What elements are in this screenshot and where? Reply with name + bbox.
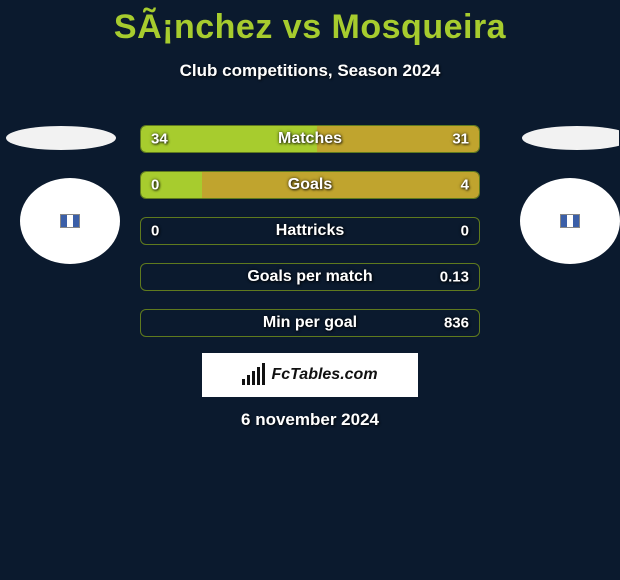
stat-bar: 0.13 Goals per match bbox=[140, 263, 480, 291]
stat-value-right: 31 bbox=[452, 131, 469, 148]
player2-crest-shadow bbox=[522, 126, 620, 150]
stat-bar: 34 31 Matches bbox=[140, 125, 480, 153]
stat-label: Hattricks bbox=[276, 222, 344, 240]
player2-name: Mosqueira bbox=[332, 8, 507, 46]
stat-bar: 0 4 Goals bbox=[140, 171, 480, 199]
stat-label: Matches bbox=[278, 130, 342, 148]
player1-avatar bbox=[20, 178, 120, 264]
stat-bar: 836 Min per goal bbox=[140, 309, 480, 337]
stat-bar-fill-right bbox=[202, 172, 479, 198]
player2-avatar bbox=[520, 178, 620, 264]
stat-value-right: 0.13 bbox=[440, 269, 469, 286]
player2-flag-icon bbox=[560, 214, 580, 228]
stat-value-left: 0 bbox=[151, 177, 159, 194]
date-text: 6 november 2024 bbox=[241, 410, 379, 430]
brand-logo-icon bbox=[242, 365, 265, 385]
player1-flag-icon bbox=[60, 214, 80, 228]
stat-label: Goals bbox=[288, 176, 332, 194]
brand-badge: FcTables.com bbox=[202, 353, 418, 397]
stat-label: Min per goal bbox=[263, 314, 357, 332]
player1-crest-shadow bbox=[6, 126, 116, 150]
stat-value-left: 34 bbox=[151, 131, 168, 148]
stat-value-right: 836 bbox=[444, 315, 469, 332]
stat-label: Goals per match bbox=[247, 268, 372, 286]
subtitle: Club competitions, Season 2024 bbox=[0, 61, 620, 81]
page-title: SÃ¡nchez vs Mosqueira bbox=[0, 0, 620, 47]
vs-text: vs bbox=[283, 8, 332, 46]
stat-bar: 0 0 Hattricks bbox=[140, 217, 480, 245]
stat-value-right: 4 bbox=[461, 177, 469, 194]
comparison-bars: 34 31 Matches 0 4 Goals 0 0 Hattricks 0.13 Goals p… bbox=[140, 125, 480, 355]
brand-text: FcTables.com bbox=[271, 366, 377, 384]
player1-name: SÃ¡nchez bbox=[114, 8, 273, 46]
stat-value-left: 0 bbox=[151, 223, 159, 240]
stat-value-right: 0 bbox=[461, 223, 469, 240]
